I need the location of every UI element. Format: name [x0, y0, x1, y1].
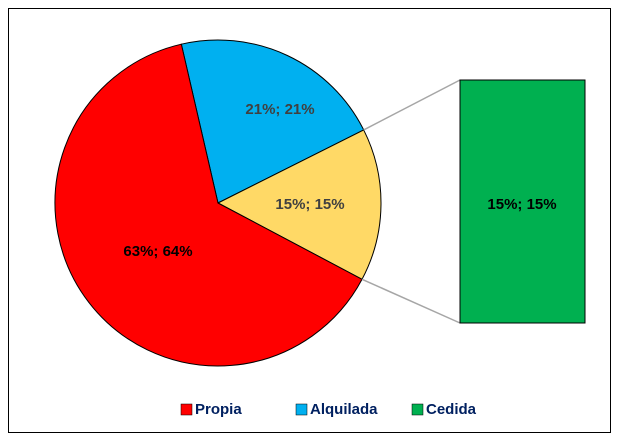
legend-label: Propia: [195, 401, 242, 418]
data-label: 21%; 21%: [245, 101, 314, 118]
bar-segment: [459, 79, 586, 324]
connector-line: [363, 79, 461, 131]
legend-label: Alquilada: [310, 401, 378, 418]
data-label: 63%; 64%: [123, 243, 192, 260]
data-label: 15%; 15%: [275, 196, 344, 213]
legend-swatch: [180, 403, 193, 416]
legend-swatch: [295, 403, 308, 416]
pie-slice: [54, 43, 363, 367]
pie-slice: [216, 129, 382, 280]
legend-label: Cedida: [426, 401, 477, 418]
connector-line: [361, 278, 461, 324]
data-label: 15%; 15%: [487, 196, 556, 213]
pie-slice: [180, 39, 365, 204]
legend-swatch: [411, 403, 424, 416]
